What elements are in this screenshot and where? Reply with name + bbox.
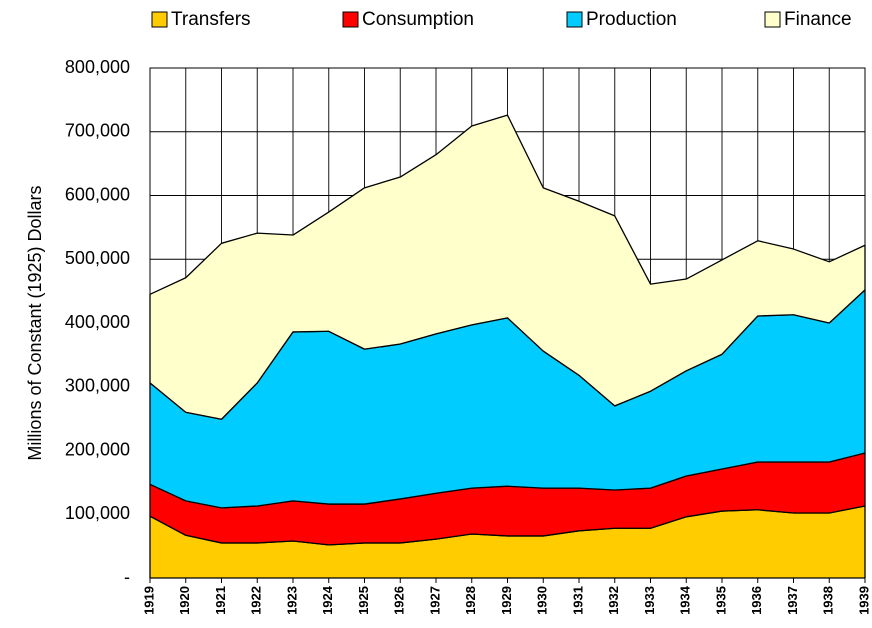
x-tick-label: 1927 xyxy=(427,586,442,615)
y-tick-label: - xyxy=(124,567,130,587)
x-tick-label: 1939 xyxy=(856,586,871,615)
legend-swatch xyxy=(151,11,168,28)
x-tick-label: 1936 xyxy=(749,586,764,615)
x-tick-label: 1921 xyxy=(213,586,228,615)
x-tick-label: 1928 xyxy=(463,586,478,615)
x-tick-label: 1920 xyxy=(177,586,192,615)
plot-frame xyxy=(149,67,866,579)
legend-label: Production xyxy=(586,9,677,30)
x-tick-label: 1919 xyxy=(141,586,156,615)
y-tick-label: 100,000 xyxy=(65,503,130,523)
legend-swatch xyxy=(566,11,583,28)
x-tick-label: 1926 xyxy=(392,586,407,615)
x-tick-label: 1932 xyxy=(606,586,621,615)
legend-label: Consumption xyxy=(362,9,474,30)
y-tick-label: 800,000 xyxy=(65,57,130,77)
y-tick-label: 400,000 xyxy=(65,312,130,332)
legend-swatch xyxy=(764,11,781,28)
x-tick-label: 1931 xyxy=(570,586,585,615)
x-tick-label: 1930 xyxy=(535,586,550,615)
y-axis-title: Millions of Constant (1925) Dollars xyxy=(25,185,45,460)
x-tick-label: 1924 xyxy=(320,585,335,615)
x-tick-label: 1925 xyxy=(356,586,371,615)
x-tick-label: 1938 xyxy=(821,586,836,615)
x-tick-label: 1935 xyxy=(713,586,728,615)
x-tick-label: 1929 xyxy=(499,586,514,615)
legend-swatch xyxy=(342,11,359,28)
x-tick-label: 1934 xyxy=(678,585,693,615)
x-tick-label: 1937 xyxy=(785,586,800,615)
x-tick-label: 1923 xyxy=(284,586,299,615)
y-tick-label: 600,000 xyxy=(65,184,130,204)
legend-label: Finance xyxy=(784,9,852,30)
x-tick-label: 1922 xyxy=(249,586,264,615)
x-tick-label: 1933 xyxy=(642,586,657,615)
y-tick-label: 700,000 xyxy=(65,121,130,141)
y-tick-label: 200,000 xyxy=(65,439,130,459)
y-tick-label: 500,000 xyxy=(65,248,130,268)
y-tick-label: 300,000 xyxy=(65,376,130,396)
legend-label: Transfers xyxy=(171,9,251,30)
